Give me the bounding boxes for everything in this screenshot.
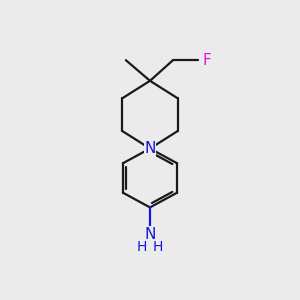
Text: N: N <box>144 141 156 156</box>
Text: F: F <box>203 53 212 68</box>
Text: H: H <box>136 240 147 254</box>
Text: H: H <box>153 240 164 254</box>
Text: N: N <box>144 227 156 242</box>
